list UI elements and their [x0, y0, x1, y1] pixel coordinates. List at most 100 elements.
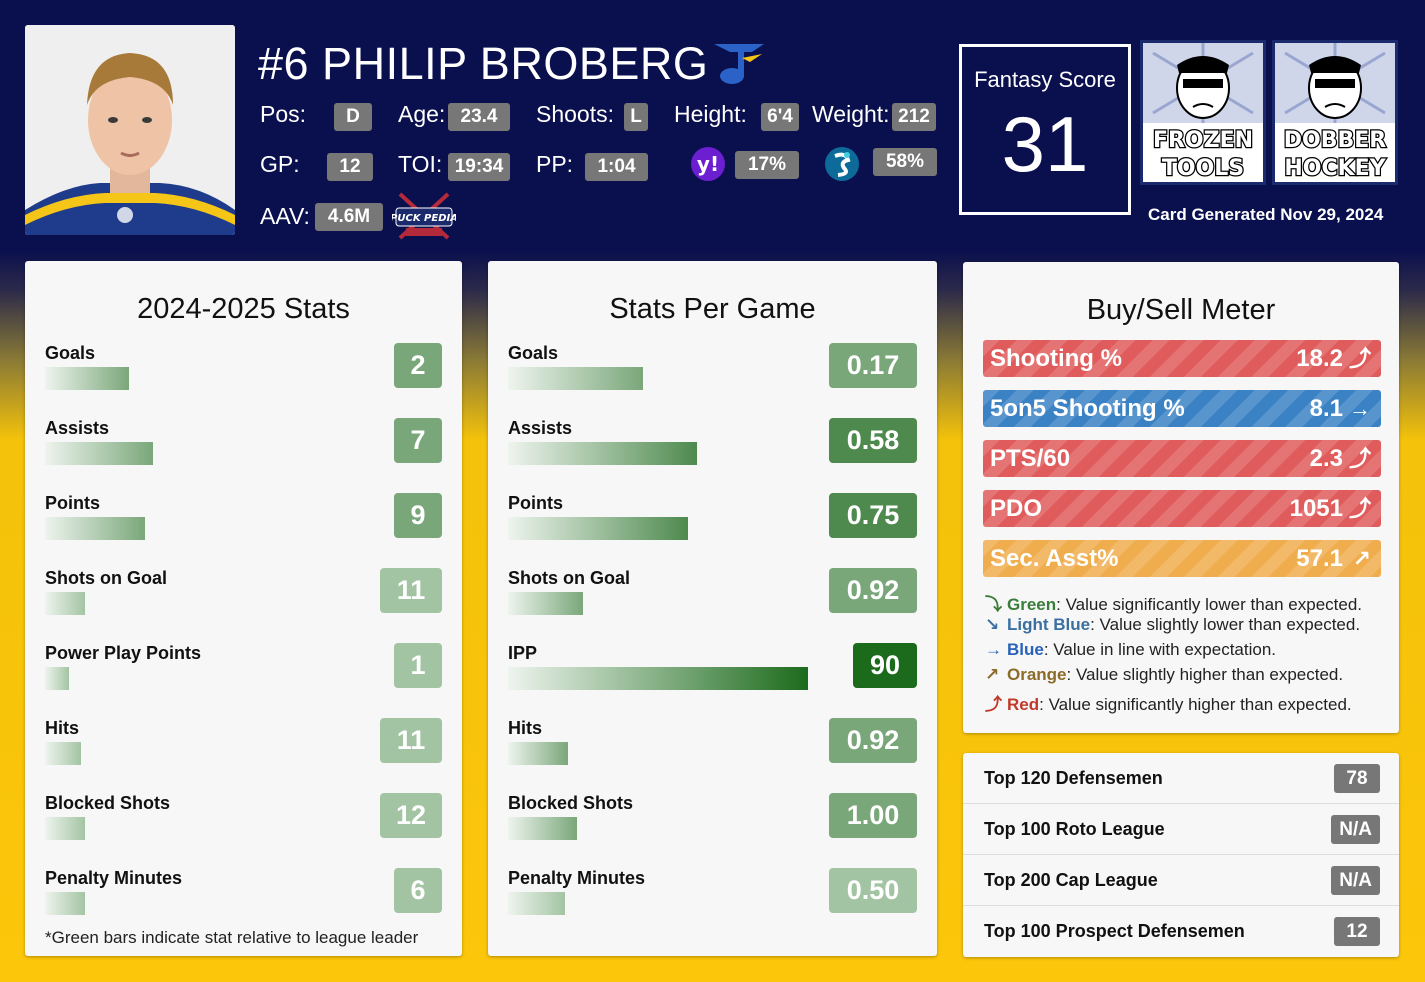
stat-value: 0.58: [829, 418, 917, 463]
weight-label: Weight:: [812, 101, 890, 127]
stat-bar: [45, 367, 129, 390]
ranking-value: 78: [1334, 764, 1380, 793]
height-label: Height:: [674, 101, 747, 127]
stat-row: Shots on Goal 11: [45, 568, 442, 643]
pp-label: PP:: [536, 151, 574, 177]
ranking-row: Top 100 Prospect Defensemen 12: [963, 906, 1399, 957]
stat-bar: [45, 892, 85, 915]
legend-arrow-icon: ↘: [985, 615, 1000, 634]
stat-name: Points: [508, 493, 564, 513]
stat-bar: [45, 442, 153, 465]
legend-key: Green: [1007, 595, 1057, 614]
fantasy-score-title: Fantasy Score: [974, 67, 1116, 92]
stat-name: Goals: [45, 343, 96, 363]
stat-row: Points 0.75: [508, 493, 917, 568]
svg-text:y!: y!: [697, 152, 719, 176]
stat-value: 2: [394, 343, 442, 388]
ranking-label: Top 100 Prospect Defensemen: [984, 921, 1245, 941]
tools-word: TOOLS: [1162, 156, 1244, 181]
ranking-label: Top 100 Roto League: [984, 819, 1165, 839]
buy-sell-title: Buy/Sell Meter: [1086, 294, 1276, 326]
fantasy-score-value: 31: [1001, 100, 1089, 188]
meter-name: PDO: [990, 495, 1043, 522]
meter-value: 57.1: [1296, 545, 1343, 572]
stat-bar: [508, 442, 697, 465]
ranking-value: N/A: [1331, 815, 1380, 844]
stat-value: 11: [380, 568, 442, 613]
legend-arrow-icon: ⤵: [985, 595, 1002, 614]
legend-item: ⤴ Red: Value significantly higher than ex…: [985, 690, 1352, 715]
ranking-value: N/A: [1331, 866, 1380, 895]
legend-arrow-icon: ↗: [985, 665, 1000, 684]
frozen-word: FROZEN: [1153, 128, 1253, 153]
stat-row: Assists 7: [45, 418, 442, 493]
legend-item: → Blue: Value in line with expectation.: [985, 640, 1276, 660]
stat-value: 12: [380, 793, 442, 838]
trend-arrow-icon: →: [1349, 396, 1371, 421]
fantasy-score-box: Fantasy Score 31: [959, 44, 1131, 215]
aav-label: AAV:: [260, 203, 310, 229]
legend-item: ⤵ Green: Value significantly lower than e…: [985, 590, 1362, 615]
pp-value: 1:04: [585, 153, 648, 181]
stat-name: Assists: [508, 418, 573, 438]
stat-bar: [508, 892, 565, 915]
legend-key: Red: [1007, 695, 1040, 714]
ranking-row: Top 200 Cap League N/A: [963, 855, 1399, 906]
pos-label: Pos:: [260, 101, 307, 127]
stat-bar: [45, 667, 69, 690]
espn-rostered-pct: 58%: [873, 148, 937, 176]
puckpedia-logo-icon[interactable]: PUCK PEDIA: [390, 186, 458, 251]
stat-bar: [508, 367, 643, 390]
legend-key: Light Blue: [1007, 615, 1091, 634]
legend-text: : Value significantly lower than expecte…: [1056, 595, 1362, 614]
frozen-tools-logo[interactable]: FROZEN TOOLS: [1140, 40, 1266, 185]
meter-name: 5on5 Shooting %: [990, 395, 1185, 422]
ranking-row: Top 100 Roto League N/A: [963, 804, 1399, 855]
legend-text: : Value significantly higher than expect…: [1039, 695, 1352, 714]
legend-text: : Value slightly higher than expected.: [1066, 665, 1344, 684]
stat-value: 0.17: [829, 343, 917, 388]
stat-row: Blocked Shots 1.00: [508, 793, 917, 868]
meter-row: Shooting % 18.2 ⤴: [983, 340, 1381, 377]
stat-bar: [508, 517, 688, 540]
stat-value: 0.92: [829, 718, 917, 763]
stat-name: Hits: [45, 718, 80, 738]
stat-name: Blocked Shots: [45, 793, 171, 813]
pos-value: D: [334, 103, 372, 131]
legend-item: ↗ Orange: Value slightly higher than expe…: [985, 665, 1343, 685]
player-name: #6 PHILIP BROBERG: [258, 38, 709, 89]
height-value: 6'4: [761, 103, 799, 131]
meter-name: PTS/60: [990, 445, 1071, 472]
age-value: 23.4: [448, 103, 510, 131]
stat-row: Goals 0.17: [508, 343, 917, 418]
stat-name: Blocked Shots: [508, 793, 634, 813]
stat-name: Assists: [45, 418, 110, 438]
ranking-value: 12: [1334, 917, 1380, 946]
stat-name: Power Play Points: [45, 643, 202, 663]
stat-name: Hits: [508, 718, 543, 738]
meter-name: Shooting %: [990, 345, 1122, 372]
season-stats-title: 2024-2025 Stats: [137, 293, 350, 325]
puckpedia-wordmark: PUCK PEDIA: [392, 213, 456, 224]
espn-fantasy-icon: [824, 146, 860, 187]
toi-value: 19:34: [448, 153, 510, 181]
card-generated-date: Card Generated Nov 29, 2024: [1148, 205, 1384, 224]
gp-value: 12: [327, 153, 373, 181]
yahoo-icon: y!: [690, 146, 726, 187]
dobber-hockey-logo[interactable]: DOBBER HOCKEY: [1272, 40, 1398, 185]
blues-logo-icon: [712, 40, 766, 91]
stat-value: 90: [853, 643, 917, 688]
stat-value: 0.75: [829, 493, 917, 538]
stat-bar: [45, 592, 85, 615]
ranking-label: Top 120 Defensemen: [984, 768, 1163, 788]
stat-value: 7: [394, 418, 442, 463]
stat-name: Goals: [508, 343, 559, 363]
stat-bar: [508, 817, 577, 840]
buy-sell-panel: Buy/Sell Meter Shooting % 18.2 ⤴ 5on5 Shoot…: [963, 262, 1399, 733]
stat-row: Blocked Shots 12: [45, 793, 442, 868]
legend-text: : Value slightly lower than expected.: [1090, 615, 1361, 634]
stat-name: IPP: [508, 643, 538, 663]
meter-row: PDO 1051 ⤴: [983, 490, 1381, 527]
stat-name: Shots on Goal: [508, 568, 631, 588]
legend-key: Blue: [1007, 640, 1044, 659]
